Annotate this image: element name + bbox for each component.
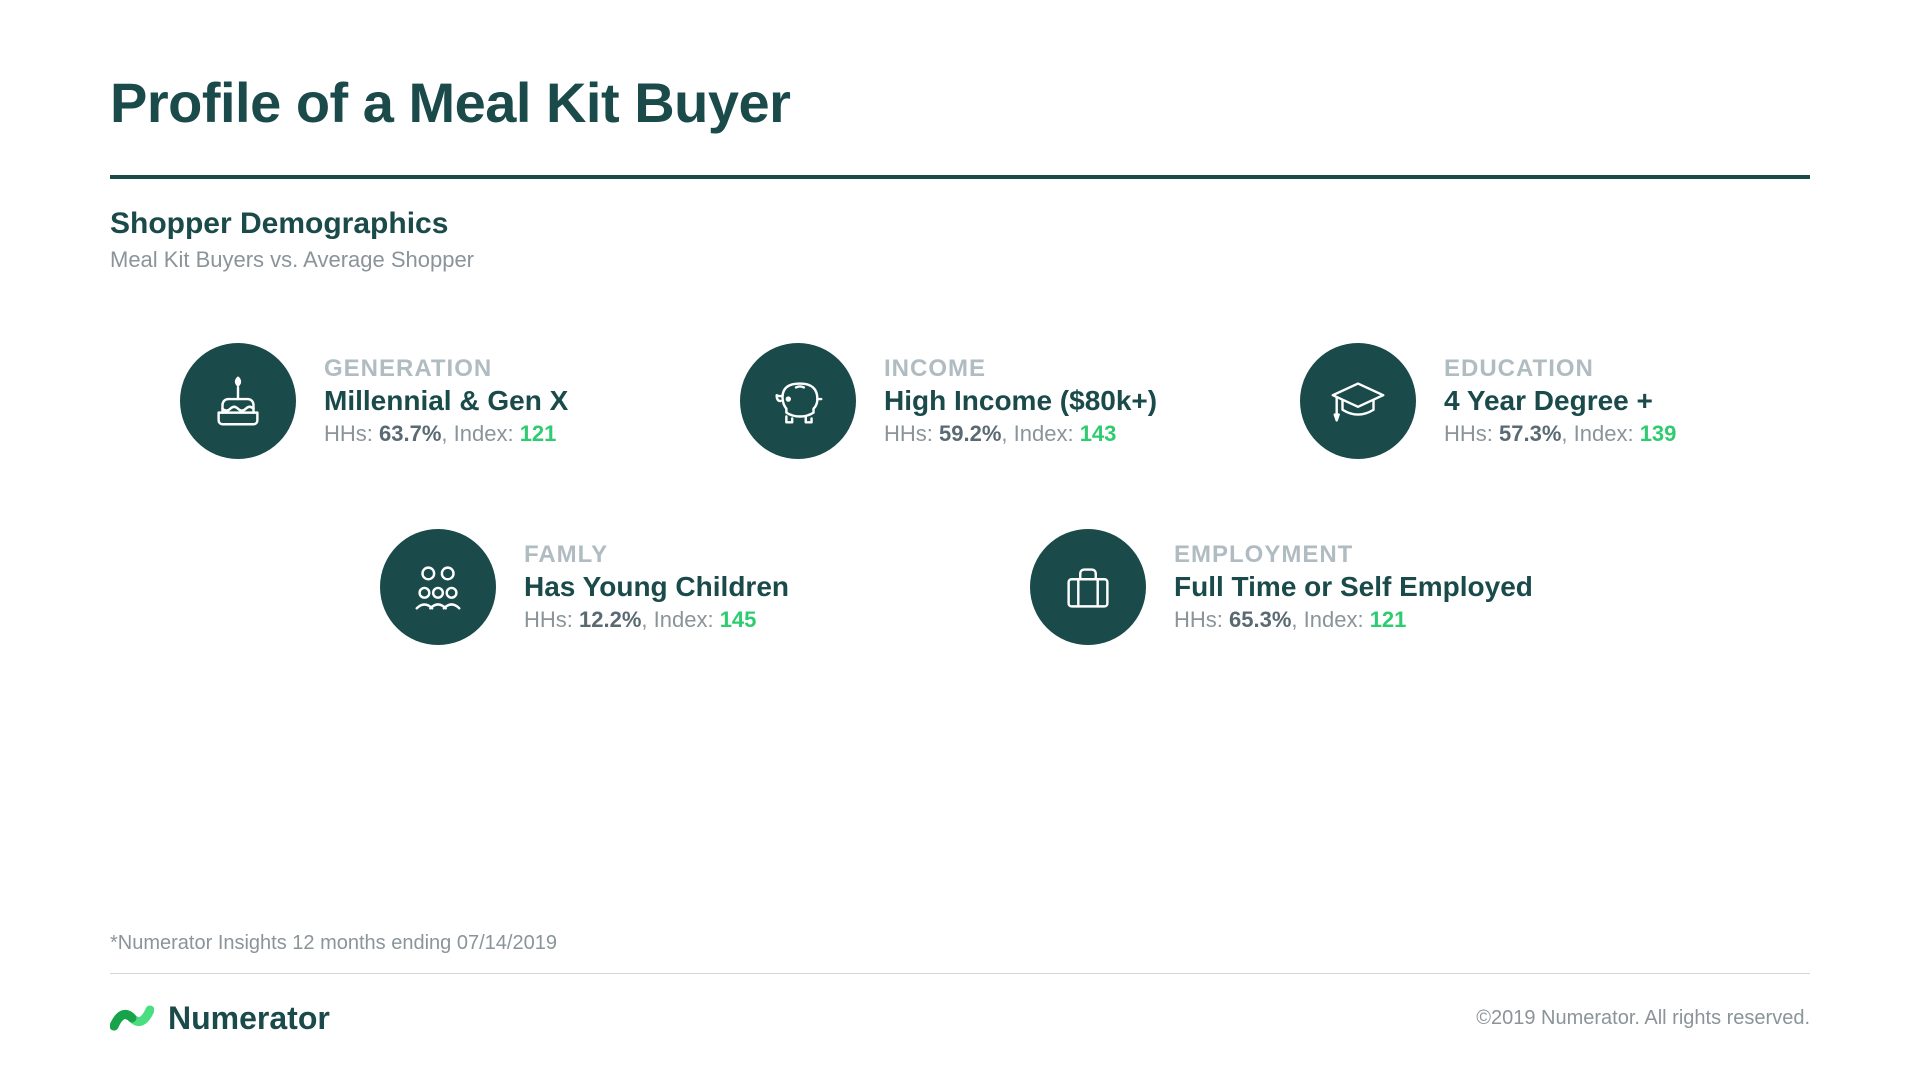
item-employment: EMPLOYMENT Full Time or Self Employed HH… bbox=[1030, 529, 1590, 645]
stats-line: HHs: 63.7%, Index: 121 bbox=[324, 421, 568, 447]
item-family: FAMLY Has Young Children HHs: 12.2%, Ind… bbox=[380, 529, 940, 645]
item-education: EDUCATION 4 Year Degree + HHs: 57.3%, In… bbox=[1300, 343, 1800, 459]
briefcase-icon bbox=[1030, 529, 1146, 645]
item-generation: GENERATION Millennial & Gen X HHs: 63.7%… bbox=[180, 343, 680, 459]
stats-line: HHs: 57.3%, Index: 139 bbox=[1444, 421, 1676, 447]
category-label: FAMLY bbox=[524, 541, 789, 569]
stats-line: HHs: 59.2%, Index: 143 bbox=[884, 421, 1157, 447]
footer: Numerator ©2019 Numerator. All rights re… bbox=[110, 996, 1810, 1040]
value-label: Has Young Children bbox=[524, 571, 789, 603]
item-text: EDUCATION 4 Year Degree + HHs: 57.3%, In… bbox=[1444, 355, 1676, 447]
demographics-grid: GENERATION Millennial & Gen X HHs: 63.7%… bbox=[110, 343, 1810, 892]
logo-icon bbox=[110, 996, 154, 1040]
brand: Numerator bbox=[110, 996, 330, 1040]
value-label: High Income ($80k+) bbox=[884, 385, 1157, 417]
stats-line: HHs: 12.2%, Index: 145 bbox=[524, 607, 789, 633]
item-text: INCOME High Income ($80k+) HHs: 59.2%, I… bbox=[884, 355, 1157, 447]
cake-icon bbox=[180, 343, 296, 459]
gradcap-icon bbox=[1300, 343, 1416, 459]
brand-name: Numerator bbox=[168, 1000, 330, 1037]
category-label: EMPLOYMENT bbox=[1174, 541, 1533, 569]
infographic-page: Profile of a Meal Kit Buyer Shopper Demo… bbox=[0, 0, 1920, 1080]
piggybank-icon bbox=[740, 343, 856, 459]
footnote: *Numerator Insights 12 months ending 07/… bbox=[110, 932, 1810, 955]
value-label: Millennial & Gen X bbox=[324, 385, 568, 417]
title-rule bbox=[110, 175, 1810, 179]
page-title: Profile of a Meal Kit Buyer bbox=[110, 70, 1810, 135]
family-icon bbox=[380, 529, 496, 645]
row-1: GENERATION Millennial & Gen X HHs: 63.7%… bbox=[110, 343, 1810, 459]
category-label: GENERATION bbox=[324, 355, 568, 383]
section-title: Shopper Demographics bbox=[110, 207, 1810, 241]
section-subtitle: Meal Kit Buyers vs. Average Shopper bbox=[110, 247, 1810, 273]
item-income: INCOME High Income ($80k+) HHs: 59.2%, I… bbox=[740, 343, 1240, 459]
value-label: 4 Year Degree + bbox=[1444, 385, 1676, 417]
category-label: INCOME bbox=[884, 355, 1157, 383]
item-text: FAMLY Has Young Children HHs: 12.2%, Ind… bbox=[524, 541, 789, 633]
copyright: ©2019 Numerator. All rights reserved. bbox=[1476, 1007, 1810, 1030]
value-label: Full Time or Self Employed bbox=[1174, 571, 1533, 603]
stats-line: HHs: 65.3%, Index: 121 bbox=[1174, 607, 1533, 633]
footer-rule bbox=[110, 973, 1810, 974]
category-label: EDUCATION bbox=[1444, 355, 1676, 383]
row-2: FAMLY Has Young Children HHs: 12.2%, Ind… bbox=[110, 529, 1810, 645]
item-text: EMPLOYMENT Full Time or Self Employed HH… bbox=[1174, 541, 1533, 633]
item-text: GENERATION Millennial & Gen X HHs: 63.7%… bbox=[324, 355, 568, 447]
